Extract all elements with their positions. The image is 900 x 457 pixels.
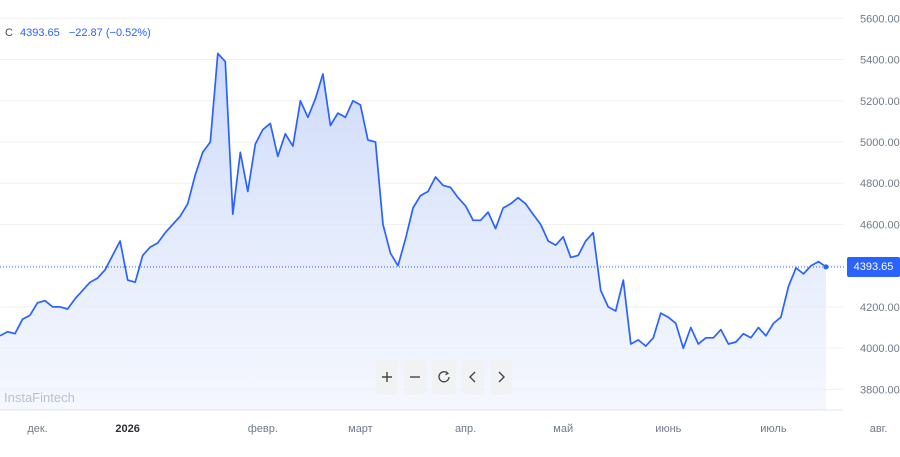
- plus-icon: [382, 372, 392, 382]
- x-tick-label: авг.: [870, 423, 888, 435]
- y-tick-label: 3800.00: [860, 384, 900, 396]
- reset-icon: [438, 371, 450, 383]
- watermark: InstaFintech: [4, 390, 75, 405]
- chevron-left-icon: [469, 371, 476, 383]
- reset-zoom-button[interactable]: [432, 359, 456, 395]
- chart-legend: C 4393.65 −22.87 (−0.52%): [5, 27, 151, 39]
- y-tick-label: 5400.00: [860, 55, 900, 67]
- x-tick-label: июль: [760, 423, 787, 435]
- current-price-tag: 4393.65: [847, 257, 900, 277]
- minus-icon: [410, 376, 420, 378]
- y-tick-label: 4200.00: [860, 302, 900, 314]
- chart-toolbar: [376, 359, 512, 395]
- x-tick-label: дек.: [27, 423, 47, 435]
- x-tick-label: июнь: [655, 423, 681, 435]
- x-axis: дек. 2026 февр. март апр. май июнь июль авг.: [27, 423, 887, 435]
- scroll-right-button[interactable]: [490, 359, 512, 395]
- y-tick-label: 5600.00: [860, 13, 900, 25]
- scroll-left-button[interactable]: [462, 359, 484, 395]
- x-tick-label: 2026: [115, 423, 139, 435]
- y-tick-label: 5200.00: [860, 96, 900, 108]
- x-tick-label: февр.: [248, 423, 278, 435]
- x-tick-label: март: [348, 423, 373, 435]
- price-line: [0, 52, 827, 350]
- legend-change: −22.87 (−0.52%): [68, 27, 151, 39]
- y-tick-label: 5000.00: [860, 137, 900, 149]
- y-tick-label: 4600.00: [860, 219, 900, 231]
- price-area-fill: [0, 53, 826, 411]
- chevron-right-icon: [498, 371, 505, 383]
- y-tick-label: 4800.00: [860, 178, 900, 190]
- zoom-in-button[interactable]: [376, 359, 398, 395]
- last-price-dot: [823, 264, 829, 270]
- zoom-out-button[interactable]: [404, 359, 426, 395]
- y-tick-label: 4000.00: [860, 343, 900, 355]
- y-axis: 5600.00 5400.00 5200.00 5000.00 4800.00 4600.…: [860, 13, 900, 396]
- x-tick-label: май: [553, 423, 573, 435]
- legend-last-price: 4393.65: [20, 27, 60, 39]
- x-tick-label: апр.: [455, 423, 476, 435]
- legend-symbol: C: [5, 27, 13, 39]
